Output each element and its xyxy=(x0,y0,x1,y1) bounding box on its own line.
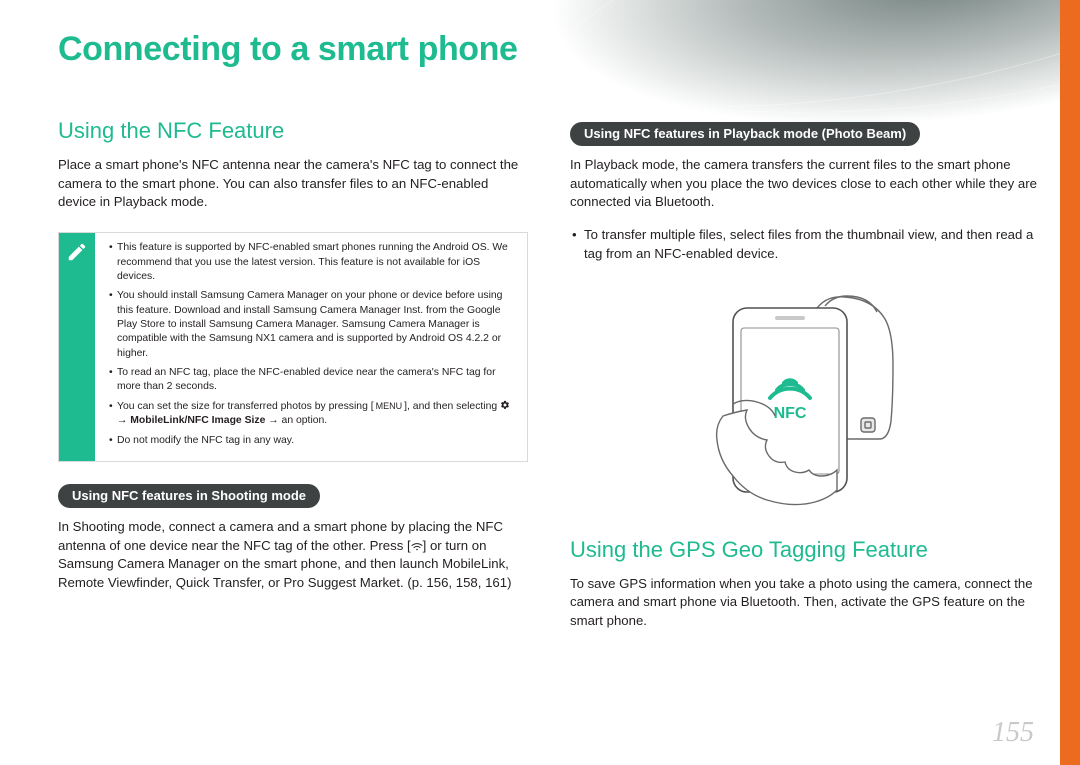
info-icon-cell xyxy=(59,233,95,461)
list-item: Do not modify the NFC tag in any way. xyxy=(109,434,517,448)
section-heading-nfc: Using the NFC Feature xyxy=(58,118,528,144)
pill-shooting-mode: Using NFC features in Shooting mode xyxy=(58,484,320,508)
gear-icon xyxy=(500,400,510,410)
page-title: Connecting to a smart phone xyxy=(58,30,518,69)
menu-button-label: MENU xyxy=(374,400,405,412)
list-item: To read an NFC tag, place the NFC-enable… xyxy=(109,366,517,395)
list-item: You should install Samsung Camera Manage… xyxy=(109,289,517,361)
playback-bullet-list: To transfer multiple files, select files… xyxy=(570,226,1040,263)
nfc-illustration: NFC xyxy=(675,286,935,511)
content-area: Using the NFC Feature Place a smart phon… xyxy=(58,118,1042,645)
breadcrumb: Connecting & Transferring xyxy=(60,12,199,26)
playback-paragraph: In Playback mode, the camera transfers t… xyxy=(570,156,1040,212)
pencil-note-icon xyxy=(66,241,88,263)
list-item: This feature is supported by NFC-enabled… xyxy=(109,241,517,284)
info-callout: This feature is supported by NFC-enabled… xyxy=(58,232,528,462)
page-number: 155 xyxy=(992,717,1034,749)
intro-paragraph: Place a smart phone's NFC antenna near t… xyxy=(58,156,528,212)
shooting-paragraph: In Shooting mode, connect a camera and a… xyxy=(58,518,528,593)
section-heading-gps: Using the GPS Geo Tagging Feature xyxy=(570,537,1040,563)
gps-paragraph: To save GPS information when you take a … xyxy=(570,575,1040,631)
pill-playback-mode: Using NFC features in Playback mode (Pho… xyxy=(570,122,920,146)
left-column: Using the NFC Feature Place a smart phon… xyxy=(58,118,528,645)
list-item: You can set the size for transferred pho… xyxy=(109,400,517,429)
wifi-icon xyxy=(411,541,423,551)
svg-text:NFC: NFC xyxy=(774,405,807,422)
info-body: This feature is supported by NFC-enabled… xyxy=(95,233,527,461)
list-item: To transfer multiple files, select files… xyxy=(570,226,1040,263)
right-column: Using NFC features in Playback mode (Pho… xyxy=(570,118,1040,645)
